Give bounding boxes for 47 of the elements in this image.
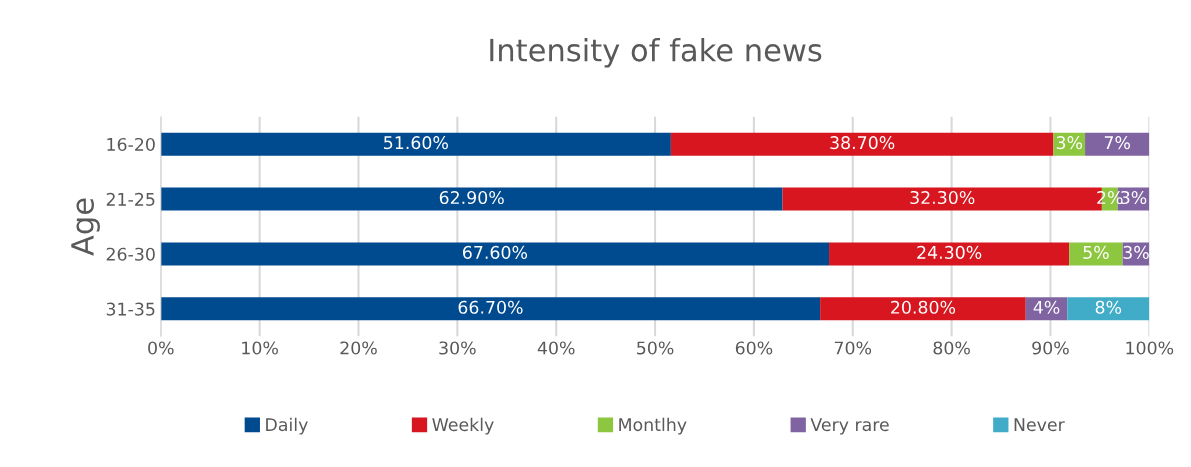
data-label: 32.30% <box>910 190 975 205</box>
legend-label: Weekly <box>432 417 494 435</box>
data-label: 3% <box>1123 245 1149 259</box>
y-axis-title: Age <box>71 198 100 256</box>
data-label: 24.30% <box>917 245 982 259</box>
bar <box>1069 242 1123 266</box>
data-label: 67.60% <box>463 245 528 259</box>
x-tick-label: 70% <box>834 341 872 355</box>
data-label: 3% <box>1121 190 1147 205</box>
bar <box>829 242 1070 266</box>
data-label: 4% <box>1033 300 1060 314</box>
legend-label: Montlhy <box>619 417 687 435</box>
bar <box>1067 297 1150 321</box>
y-tick-label: 16-20 <box>107 137 155 152</box>
data-label: 66.70% <box>458 300 523 314</box>
bar <box>1085 132 1150 156</box>
data-label: 38.70% <box>830 136 895 150</box>
x-tick-label: 40% <box>537 341 575 355</box>
x-tick-label: 50% <box>637 341 674 355</box>
y-tick-label: 21-25 <box>106 192 155 206</box>
bar <box>160 187 783 211</box>
bar <box>820 297 1026 321</box>
data-label: 5% <box>1083 245 1109 259</box>
x-tick-label: 90% <box>1032 341 1069 355</box>
data-label: 3% <box>1056 136 1083 150</box>
data-label: 7% <box>1104 136 1130 150</box>
x-tick-label: 20% <box>340 341 377 355</box>
data-label: 20.80% <box>891 300 956 314</box>
bar <box>160 297 821 321</box>
legend-label: Daily <box>266 417 308 435</box>
chart-title: Intensity of fake news <box>490 37 822 68</box>
x-tick-label: 60% <box>735 341 773 355</box>
legend-label: Very rare <box>810 418 889 435</box>
x-tick-label: 30% <box>439 341 476 355</box>
x-tick-label: 100% <box>1126 341 1174 355</box>
x-tick-label: 10% <box>242 341 278 355</box>
data-label: 51.60% <box>384 136 448 150</box>
bar <box>160 242 830 266</box>
y-tick-label: 26-30 <box>106 247 155 261</box>
y-tick-label: 31-35 <box>106 302 155 316</box>
data-label: 62.90% <box>439 190 504 205</box>
x-tick-label: 80% <box>933 341 970 355</box>
x-tick-label: 0% <box>148 341 174 355</box>
data-label: 8% <box>1095 300 1122 314</box>
bar <box>670 132 1054 156</box>
bar <box>160 132 671 156</box>
legend-label: Never <box>1014 418 1065 432</box>
